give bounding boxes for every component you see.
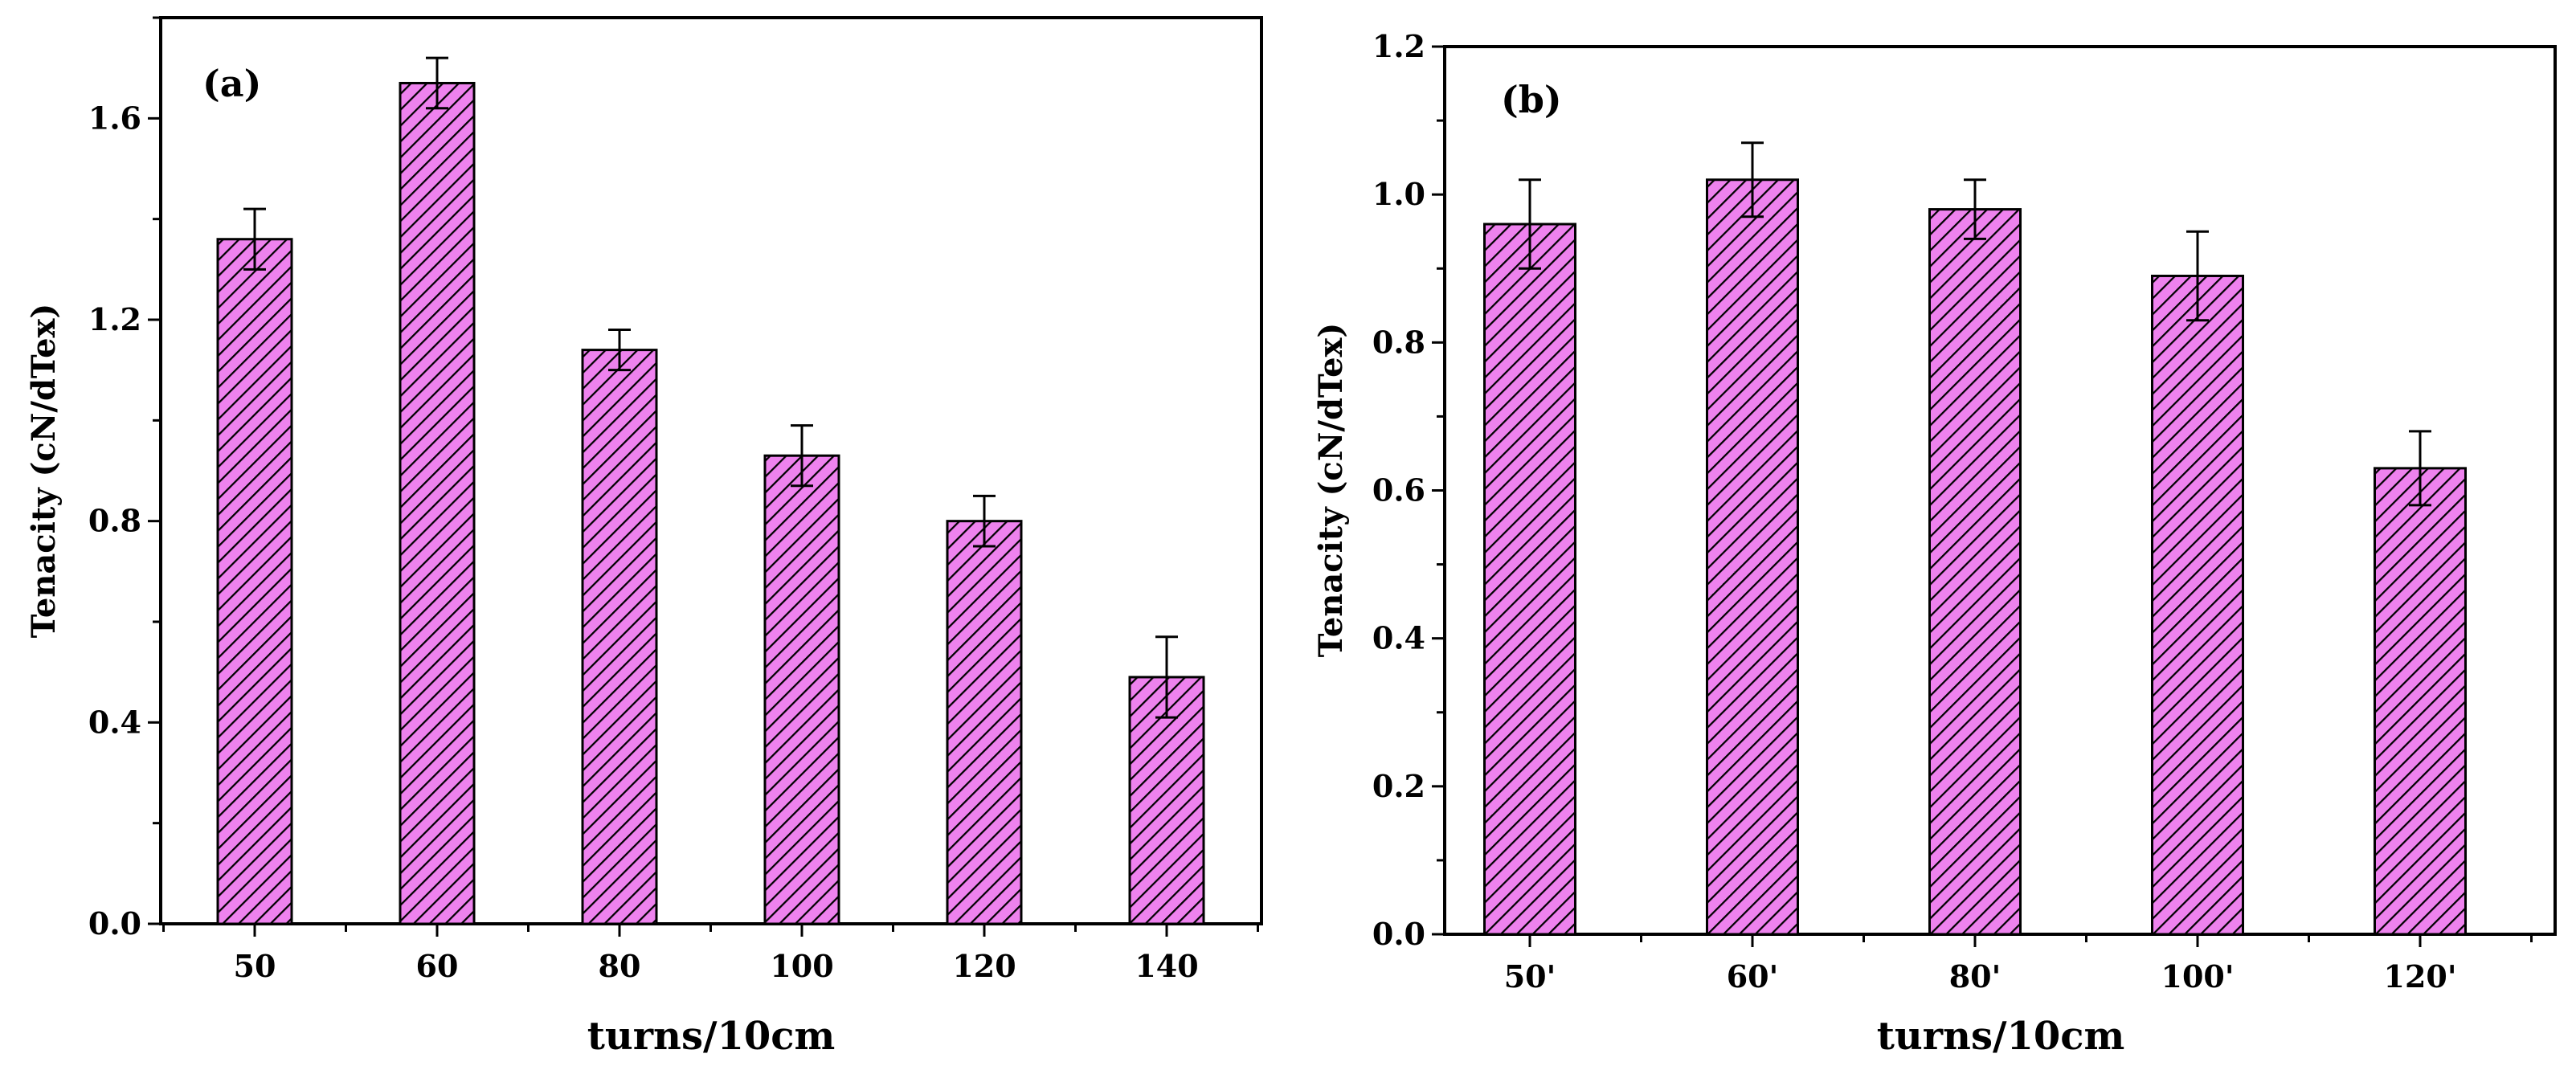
y-tick-label: 1.2 [1372,28,1425,64]
bar [399,81,476,925]
y-axis-title-a: Tenacity (cN/dTex) [25,304,63,639]
x-tick-label: 140 [1135,948,1198,984]
yticks-a: 0.0 0.4 0.8 1.2 1.6 [88,16,161,941]
x-axis-title-a: turns/10cm [587,1014,836,1059]
bars-b [1483,178,2467,936]
y-tick-label: 1.6 [88,100,141,136]
y-tick-label: 0.0 [1372,916,1425,952]
panel-label-a: (a) [202,62,261,105]
bar [1928,208,2022,936]
bar [1483,223,1576,936]
panel-label-b: (b) [1501,78,1562,121]
chart-panel-a: 0.0 0.4 0.8 1.2 1.6 50 60 80 100 120 140 (a) Tena… [25,16,1263,1059]
x-tick-label: 100' [2161,958,2235,995]
x-tick-label: 50 [234,948,276,984]
x-tick-label: 120 [952,948,1016,984]
errorbars-b [1519,141,2431,507]
y-tick-label: 0.0 [88,905,141,941]
x-tick-label: 50' [1504,958,1556,995]
y-tick-label: 0.2 [1372,768,1425,804]
bar [581,349,658,925]
y-tick-label: 0.4 [1372,620,1425,656]
x-tick-label: 120' [2384,958,2457,995]
chart-panel-b: 0.00.20.40.60.81.01.2 50' 60' 80' 100' 120' … [1312,28,2557,1059]
y-tick-label: 0.8 [1372,324,1425,360]
xticks-a: 50 60 80 100 120 140 [162,924,1259,984]
bar [763,454,840,925]
xticks-b: 50' 60' 80' 100' 120' [1504,934,2533,995]
y-axis-title-b: Tenacity (cN/dTex) [1312,323,1350,658]
y-tick-label: 0.8 [88,503,141,539]
bar [2151,274,2244,936]
x-tick-label: 100 [770,948,833,984]
bar [1706,178,1799,936]
x-tick-label: 80 [599,948,641,984]
bar [946,520,1023,925]
y-tick-label: 0.4 [88,704,141,740]
x-tick-label: 60 [416,948,459,984]
plot-frame-a [159,16,1263,925]
bar [216,238,293,925]
x-axis-title-b: turns/10cm [1877,1014,2125,1059]
x-tick-label: 60' [1727,958,1779,995]
y-tick-label: 1.2 [88,301,141,337]
errorbars-a [243,56,1178,719]
bars-a [216,81,1205,925]
bar [2374,467,2467,936]
yticks-b: 0.0 0.2 0.4 0.6 0.8 1.0 1.2 [1372,28,1445,952]
y-tick-label: 0.6 [1372,472,1425,508]
y-tick-label: 1.0 [1372,176,1425,212]
x-tick-label: 80' [1949,958,2002,995]
